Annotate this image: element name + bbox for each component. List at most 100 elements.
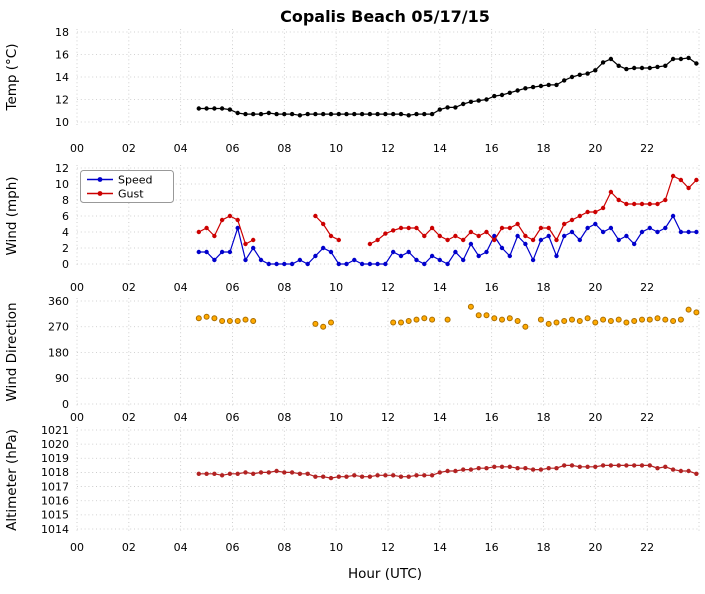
data-point bbox=[507, 464, 512, 469]
data-point bbox=[234, 318, 241, 324]
data-point bbox=[546, 466, 551, 471]
data-point bbox=[600, 316, 607, 323]
data-point bbox=[383, 111, 388, 117]
data-point bbox=[227, 249, 233, 255]
data-point bbox=[647, 65, 652, 71]
data-point bbox=[251, 111, 256, 117]
data-point bbox=[492, 233, 497, 239]
series-speed bbox=[196, 213, 699, 267]
x-tick-label: 10 bbox=[329, 411, 343, 424]
data-point bbox=[453, 105, 458, 110]
legend-marker bbox=[97, 177, 103, 182]
data-point bbox=[204, 249, 209, 255]
data-point bbox=[212, 233, 217, 239]
wind-axis-label: Wind (mph) bbox=[4, 176, 20, 255]
data-point bbox=[607, 318, 614, 324]
data-point bbox=[453, 233, 458, 239]
y-tick-label: 1015 bbox=[41, 509, 69, 522]
data-point bbox=[243, 470, 248, 475]
data-point bbox=[461, 101, 466, 107]
data-point bbox=[405, 318, 412, 324]
data-point bbox=[538, 225, 544, 231]
x-tick-label: 04 bbox=[174, 411, 188, 424]
data-point bbox=[266, 261, 271, 267]
data-point bbox=[530, 257, 536, 263]
data-point bbox=[468, 467, 474, 472]
x-tick-label: 22 bbox=[640, 142, 654, 155]
data-point bbox=[546, 82, 551, 88]
x-tick-label: 08 bbox=[277, 281, 291, 294]
data-point bbox=[694, 471, 699, 476]
y-tick-label: 1014 bbox=[41, 523, 69, 536]
data-point bbox=[608, 189, 614, 195]
series-line bbox=[198, 175, 697, 245]
data-point bbox=[562, 221, 567, 227]
y-tick-label: 1019 bbox=[41, 452, 69, 465]
data-point bbox=[530, 84, 536, 90]
data-point bbox=[313, 253, 318, 259]
data-point bbox=[196, 229, 201, 235]
data-point bbox=[422, 233, 427, 239]
data-point bbox=[429, 111, 435, 117]
data-point bbox=[569, 217, 575, 223]
data-point bbox=[251, 471, 256, 476]
data-point bbox=[624, 201, 629, 207]
data-point bbox=[639, 316, 645, 323]
data-point bbox=[593, 221, 598, 227]
data-point bbox=[678, 229, 684, 235]
data-point bbox=[554, 466, 559, 471]
data-point bbox=[522, 323, 529, 330]
data-point bbox=[367, 261, 373, 267]
data-point bbox=[352, 257, 357, 263]
data-point bbox=[344, 474, 349, 479]
data-point bbox=[212, 471, 217, 476]
data-point bbox=[523, 241, 528, 247]
data-point bbox=[686, 468, 691, 474]
data-point bbox=[492, 93, 497, 99]
data-point bbox=[515, 466, 520, 471]
data-point bbox=[235, 471, 240, 476]
data-point bbox=[624, 233, 629, 239]
y-tick-label: 1021 bbox=[41, 424, 69, 437]
x-tick-label: 00 bbox=[70, 411, 84, 424]
data-point bbox=[678, 177, 684, 183]
data-point bbox=[313, 111, 318, 117]
data-point bbox=[282, 111, 287, 117]
x-tick-label: 18 bbox=[537, 281, 551, 294]
data-point bbox=[475, 312, 482, 319]
data-point bbox=[406, 249, 411, 255]
data-point bbox=[445, 468, 450, 474]
data-point bbox=[499, 225, 505, 231]
data-point bbox=[506, 315, 513, 322]
x-tick-label: 02 bbox=[122, 411, 136, 424]
data-point bbox=[359, 474, 365, 479]
data-point bbox=[662, 316, 669, 323]
data-point bbox=[562, 463, 567, 468]
x-tick-label: 22 bbox=[640, 281, 654, 294]
data-point bbox=[538, 237, 544, 243]
data-point bbox=[615, 316, 622, 323]
data-point bbox=[204, 106, 209, 111]
x-tick-label: 18 bbox=[537, 411, 551, 424]
y-tick-label: 1018 bbox=[41, 466, 69, 479]
data-point bbox=[243, 241, 248, 247]
wind-direction-axis-label: Wind Direction bbox=[4, 302, 20, 401]
x-tick-label: 22 bbox=[640, 541, 654, 554]
data-point bbox=[328, 249, 334, 255]
data-point bbox=[344, 261, 349, 267]
y-tick-label: 14 bbox=[55, 71, 69, 84]
data-point bbox=[445, 261, 450, 267]
legend-box bbox=[80, 170, 174, 203]
data-point bbox=[616, 237, 621, 243]
data-point bbox=[685, 306, 692, 313]
data-point bbox=[266, 110, 271, 116]
x-tick-label: 22 bbox=[640, 411, 654, 424]
data-point bbox=[569, 463, 575, 468]
chart-title: Copalis Beach 05/17/15 bbox=[280, 7, 490, 26]
data-point bbox=[515, 233, 520, 239]
data-point bbox=[608, 225, 614, 231]
x-tick-label: 16 bbox=[485, 541, 499, 554]
data-point bbox=[212, 257, 217, 263]
data-point bbox=[461, 257, 466, 263]
x-tick-label: 08 bbox=[277, 142, 291, 155]
